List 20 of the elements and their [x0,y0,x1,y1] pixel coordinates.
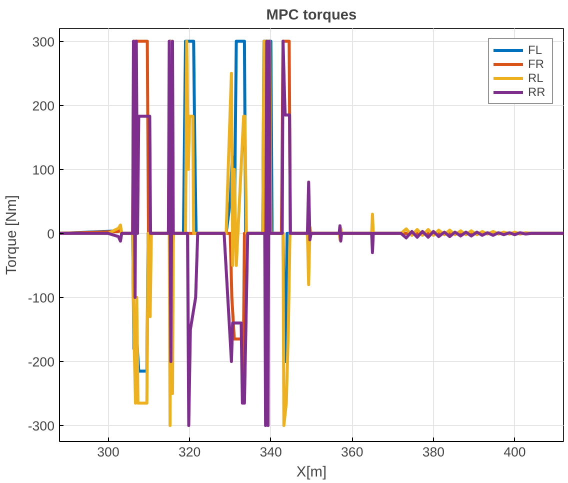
legend-label: RL [528,71,544,85]
x-tick-label: 380 [422,444,445,460]
x-tick-label: 340 [260,444,282,460]
x-tick-label: 300 [97,444,120,460]
legend-label: FR [528,57,545,71]
y-tick-label: 0 [47,226,55,242]
y-tick-label: -300 [28,418,55,434]
y-axis-title: Torque [Nm] [4,195,20,275]
x-tick-label: 320 [178,444,201,460]
x-axis-title: X[m] [296,464,327,480]
legend-label: RR [528,85,546,99]
y-tick-label: 100 [32,162,55,178]
y-tick-label: 300 [32,34,55,50]
x-tick-label: 400 [504,444,526,460]
x-tick-label: 360 [341,444,364,460]
chart-title: MPC torques [266,8,357,24]
legend-label: FL [528,43,544,57]
y-tick-label: -200 [28,354,55,370]
y-tick-label: 200 [32,98,55,114]
y-tick-label: -100 [28,290,55,306]
